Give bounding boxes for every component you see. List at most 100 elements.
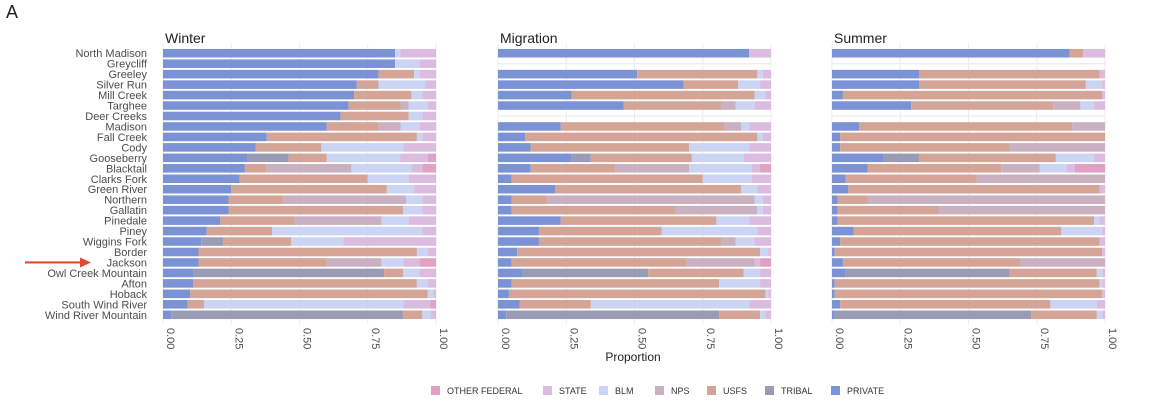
bar-summer-greeley-private xyxy=(832,69,920,79)
x-tick-label-summer: 0.25 xyxy=(901,328,913,349)
bar-summer-greeley-usfs xyxy=(919,69,1100,79)
bar-migration-mill-creek-blm xyxy=(754,90,766,100)
bar-winter-north-madison-blm xyxy=(395,48,401,58)
bar-summer-owl-creek-mountain-usfs xyxy=(1009,268,1097,278)
bar-migration-hoback-blm xyxy=(765,289,769,299)
bar-winter-hoback-private xyxy=(163,289,191,299)
bar-winter-mill-creek-private xyxy=(163,90,355,100)
bar-summer-border-private xyxy=(832,247,835,257)
bar-migration-gooseberry-blm xyxy=(691,153,744,163)
bar-summer-south-wind-river-blm xyxy=(1050,300,1097,309)
bar-summer-wind-river-mountain-tribal xyxy=(834,310,1032,320)
bar-winter-pinedale-usfs xyxy=(220,216,295,225)
bar-summer-wiggins-fork-usfs xyxy=(840,237,1100,246)
bar-summer-cody-usfs xyxy=(840,143,1010,152)
herd-label-wiggins-fork: Wiggins Fork xyxy=(83,237,148,249)
bar-winter-piney-blm xyxy=(272,226,423,236)
herd-label-wind-river-mountain: Wind River Mountain xyxy=(45,310,147,322)
x-tick-label-migration: 1.00 xyxy=(772,328,784,349)
bar-migration-madison-blm xyxy=(740,122,750,131)
bar-summer-pinedale-usfs xyxy=(837,216,1095,225)
bar-winter-border-private xyxy=(163,247,199,257)
herd-label-northern: Northern xyxy=(104,195,147,207)
bar-migration-border-blm xyxy=(760,247,769,257)
bar-summer-wind-river-mountain-blm xyxy=(1096,310,1103,320)
bar-migration-south-wind-river-private xyxy=(498,300,520,309)
bar-winter-gooseberry-state xyxy=(400,153,428,163)
bar-migration-greeley-usfs xyxy=(637,69,758,79)
bar-summer-wiggins-fork-private xyxy=(832,237,841,246)
bar-winter-northern-blm xyxy=(405,195,423,204)
bar-winter-silver-run-state xyxy=(425,80,436,89)
bar-migration-wind-river-mountain-state xyxy=(765,310,771,320)
bar-migration-blacktail-usfs xyxy=(530,164,616,173)
panel-title-migration: Migration xyxy=(500,30,558,46)
bar-winter-wind-river-mountain-blm xyxy=(422,310,431,320)
bar-summer-jackson-usfs xyxy=(842,258,1021,267)
bar-migration-cody-usfs xyxy=(530,143,690,152)
bar-summer-silver-run-private xyxy=(832,80,920,89)
bar-winter-gooseberry-blm xyxy=(326,153,401,163)
bar-summer-madison-usfs xyxy=(859,122,1073,131)
bar-migration-greeley-state xyxy=(762,69,771,79)
bar-winter-deer-creeks-private xyxy=(163,111,341,121)
herd-label-targhee: Targhee xyxy=(107,101,147,113)
bar-migration-northern-state xyxy=(762,195,771,204)
bar-summer-afton-private xyxy=(832,279,835,288)
bar-winter-clarks-fork-state xyxy=(408,174,436,184)
bar-migration-targhee-private xyxy=(498,101,624,110)
bar-migration-green-river-private xyxy=(498,184,556,194)
bar-summer-jackson-private xyxy=(832,258,843,267)
bar-winter-greeley-blm xyxy=(414,69,420,79)
bar-migration-gallatin-nps xyxy=(675,205,758,215)
bar-summer-south-wind-river-state xyxy=(1096,300,1105,309)
bar-winter-fall-creek-private xyxy=(163,132,267,142)
bar-winter-owl-creek-mountain-usfs xyxy=(384,268,404,278)
bar-summer-wind-river-mountain-usfs xyxy=(1031,310,1097,320)
bar-summer-blacktail-state xyxy=(1066,164,1075,173)
bar-winter-owl-creek-mountain-state xyxy=(419,268,436,278)
bar-winter-northern-private xyxy=(163,195,229,204)
bar-winter-gallatin-state xyxy=(422,205,436,215)
bar-winter-targhee-blm xyxy=(408,101,428,110)
bar-summer-piney-private xyxy=(832,226,854,236)
herd-label-cody: Cody xyxy=(121,142,147,154)
bar-migration-afton-state xyxy=(760,279,771,288)
bar-migration-fall-creek-blm xyxy=(757,132,763,142)
bar-migration-silver-run-private xyxy=(498,80,684,89)
bar-migration-gallatin-private xyxy=(498,205,512,215)
bar-migration-gooseberry-private xyxy=(498,153,572,163)
bar-winter-afton-state xyxy=(427,279,436,288)
herd-label-gallatin: Gallatin xyxy=(110,205,147,217)
bar-migration-owl-creek-mountain-blm xyxy=(743,268,761,278)
bar-migration-clarks-fork-state xyxy=(751,174,771,184)
bar-winter-green-river-usfs xyxy=(231,184,387,194)
bar-winter-south-wind-river-state xyxy=(403,300,431,309)
bar-summer-greeley-state xyxy=(1099,69,1105,79)
bar-winter-owl-creek-mountain-private xyxy=(163,268,194,278)
bar-summer-silver-run-usfs xyxy=(919,80,1086,89)
bar-summer-wiggins-fork-state xyxy=(1099,237,1105,246)
bar-migration-blacktail-private xyxy=(498,164,531,173)
herd-label-pinedale: Pinedale xyxy=(104,216,147,228)
x-tick-label-winter: 1.00 xyxy=(437,328,449,349)
bar-winter-wiggins-fork-tribal xyxy=(201,237,224,246)
bar-migration-northern-usfs xyxy=(511,195,548,204)
bar-summer-blacktail-other-federal xyxy=(1074,164,1105,173)
bar-migration-jackson-other-federal xyxy=(760,258,771,267)
legend-swatch-usfs xyxy=(707,386,716,395)
bar-winter-gooseberry-private xyxy=(163,153,248,163)
bar-winter-border-blm xyxy=(416,247,428,257)
bar-migration-greeley-blm xyxy=(757,69,763,79)
bar-winter-hoback-state xyxy=(433,289,436,299)
bar-migration-gooseberry-state xyxy=(743,153,771,163)
x-tick-label-migration: 0.75 xyxy=(704,328,716,349)
bar-migration-pinedale-state xyxy=(749,216,771,225)
bar-migration-cody-blm xyxy=(689,143,750,152)
bar-migration-wiggins-fork-private xyxy=(498,237,539,246)
bar-summer-green-river-state xyxy=(1099,184,1105,194)
bar-winter-fall-creek-usfs xyxy=(266,132,417,142)
bar-winter-deer-creeks-state xyxy=(422,111,436,121)
bar-migration-blacktail-nps xyxy=(615,164,690,173)
bar-migration-clarks-fork-usfs xyxy=(511,174,703,184)
